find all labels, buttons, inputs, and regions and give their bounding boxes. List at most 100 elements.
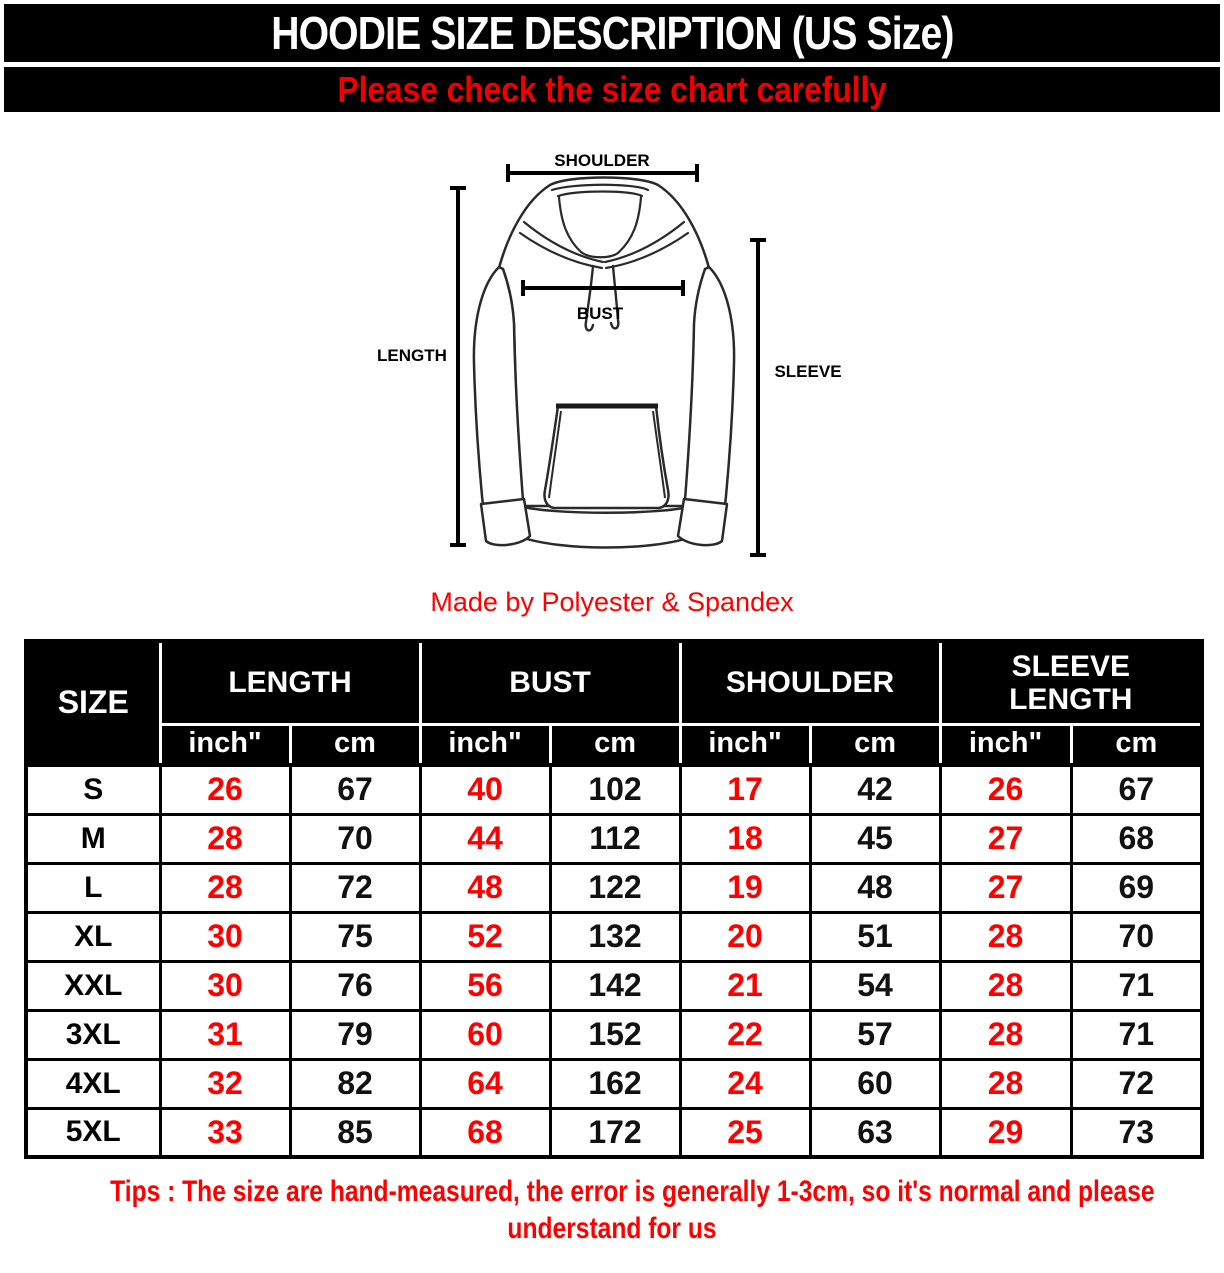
shoulder-inch-value: 24 [678,1057,812,1110]
hoodie-measurement-diagram: SHOULDER LENGTH BUST SLEEVE [0,112,1224,587]
length-inch-value: 28 [158,812,292,865]
unit-sleeve-inch: inch" [938,722,1073,767]
sleeve-inch-value: 28 [938,1008,1073,1061]
bust-cm-value: 162 [548,1057,682,1110]
header-size: SIZE [24,639,162,767]
sleeve-cm-value: 71 [1069,1008,1204,1061]
sleeve-label: SLEEVE [774,362,841,381]
length-cm-value: 85 [288,1106,422,1159]
unit-sleeve-cm: cm [1069,722,1204,767]
unit-length-cm: cm [288,722,422,767]
length-cm-value: 82 [288,1057,422,1110]
hoodie-outline [472,176,736,549]
length-cm-value: 70 [288,812,422,865]
table-row: 5XL 33 85 68 172 25 63 29 73 [24,1106,1204,1159]
unit-bust-inch: inch" [418,722,552,767]
hoodie-illustration: SHOULDER LENGTH BUST SLEEVE [377,151,842,557]
shoulder-label: SHOULDER [554,151,649,170]
size-chart-table: SIZE LENGTH BUST SHOULDER SLEEVE LENGTH … [24,639,1205,1159]
bust-inch-value: 64 [418,1057,552,1110]
length-cm-value: 67 [288,763,422,816]
size-label: S [24,763,162,816]
shoulder-cm-value: 57 [808,1008,942,1061]
unit-length-inch: inch" [158,722,292,767]
bust-inch-value: 60 [418,1008,552,1061]
bust-cm-value: 152 [548,1008,682,1061]
shoulder-cm-value: 48 [808,861,942,914]
sleeve-cm-value: 73 [1069,1106,1204,1159]
length-cm-value: 75 [288,910,422,963]
sleeve-inch-value: 27 [938,812,1073,865]
shoulder-inch-value: 21 [678,959,812,1012]
table-row: L 28 72 48 122 19 48 27 69 [24,861,1204,914]
subtitle-bar: Please check the size chart carefully [4,67,1220,112]
pocket-detail-lines [548,410,666,499]
bust-inch-value: 44 [418,812,552,865]
sleeve-cm-value: 68 [1069,812,1204,865]
shoulder-cm-value: 51 [808,910,942,963]
bust-inch-value: 56 [418,959,552,1012]
shoulder-cm-value: 63 [808,1106,942,1159]
header-length: LENGTH [158,639,422,726]
shoulder-cm-value: 42 [808,763,942,816]
sleeve-inch-value: 28 [938,1057,1073,1110]
bust-cm-value: 132 [548,910,682,963]
size-label: XL [24,910,162,963]
hood-detail-lines [518,183,690,270]
length-cm-value: 79 [288,1008,422,1061]
bust-inch-value: 68 [418,1106,552,1159]
unit-shoulder-inch: inch" [678,722,812,767]
size-label: XXL [24,959,162,1012]
table-row: XL 30 75 52 132 20 51 28 70 [24,910,1204,963]
unit-bust-cm: cm [548,722,682,767]
sleeve-cm-value: 70 [1069,910,1204,963]
sleeve-inch-value: 28 [938,910,1073,963]
title-bar: HOODIE SIZE DESCRIPTION (US Size) [4,4,1220,62]
tips-note: Tips : The size are hand-measured, the e… [0,1173,1224,1247]
measurement-lines [450,164,766,557]
drawstrings [584,264,620,332]
size-label: 4XL [24,1057,162,1110]
shoulder-cm-value: 45 [808,812,942,865]
shoulder-inch-value: 22 [678,1008,812,1061]
length-inch-value: 28 [158,861,292,914]
header-bust: BUST [418,639,682,726]
table-units-row: inch" cm inch" cm inch" cm inch" cm [26,722,1204,767]
bust-cm-value: 102 [548,763,682,816]
header-sleeve-length: SLEEVE LENGTH [938,639,1204,726]
table-header-row: SIZE LENGTH BUST SHOULDER SLEEVE LENGTH [24,639,1204,767]
shoulder-inch-value: 25 [678,1106,812,1159]
bust-inch-value: 48 [418,861,552,914]
size-label: M [24,812,162,865]
tips-line-1: Tips : The size are hand-measured, the e… [110,1175,1155,1208]
sleeve-inch-value: 26 [938,763,1073,816]
bust-cm-value: 142 [548,959,682,1012]
table-row: 4XL 32 82 64 162 24 60 28 72 [24,1057,1204,1110]
header-shoulder: SHOULDER [678,639,942,726]
length-inch-value: 33 [158,1106,292,1159]
sleeve-inch-value: 28 [938,959,1073,1012]
measurement-labels: SHOULDER LENGTH BUST SLEEVE [377,151,841,381]
size-label: L [24,861,162,914]
length-cm-value: 76 [288,959,422,1012]
sleeve-cm-value: 71 [1069,959,1204,1012]
table-row: 3XL 31 79 60 152 22 57 28 71 [24,1008,1204,1061]
table-row: M 28 70 44 112 18 45 27 68 [24,812,1204,865]
shoulder-inch-value: 19 [678,861,812,914]
sleeve-inch-value: 29 [938,1106,1073,1159]
shoulder-inch-value: 17 [678,763,812,816]
length-cm-value: 72 [288,861,422,914]
length-inch-value: 30 [158,910,292,963]
bust-label: BUST [577,304,624,323]
length-inch-value: 30 [158,959,292,1012]
bust-cm-value: 172 [548,1106,682,1159]
bust-measure-line [521,280,685,296]
shoulder-measure-line [506,164,699,182]
bust-cm-value: 112 [548,812,682,865]
length-measure-line [450,186,466,547]
size-label: 5XL [24,1106,162,1159]
length-inch-value: 32 [158,1057,292,1110]
sleeve-cm-value: 69 [1069,861,1204,914]
page-subtitle: Please check the size chart carefully [337,68,887,110]
